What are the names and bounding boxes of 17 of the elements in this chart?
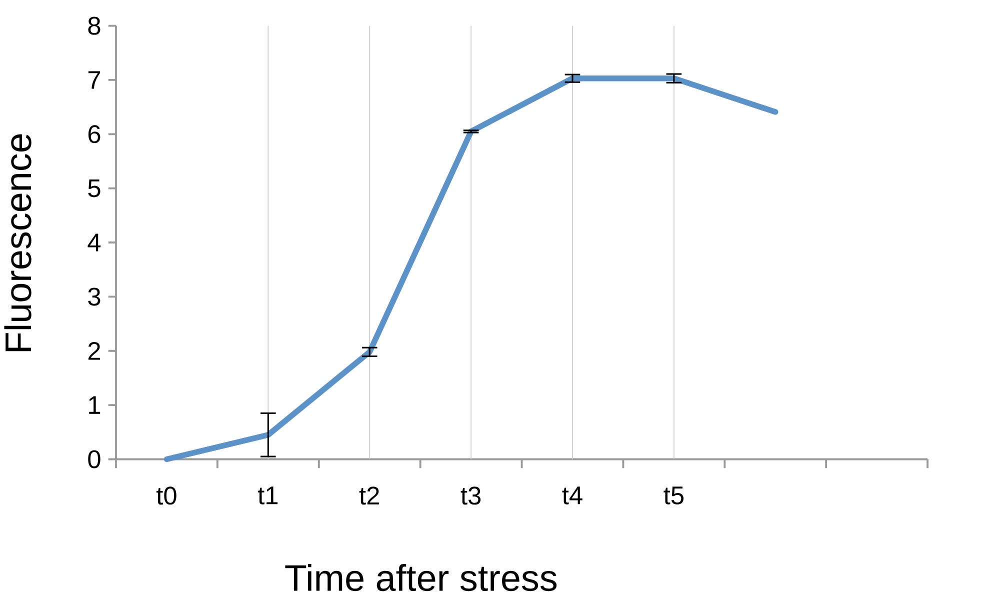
y-tick-label: 7 bbox=[88, 71, 100, 89]
y-tick-label: 2 bbox=[88, 342, 100, 360]
x-tick-label: t0 bbox=[156, 486, 176, 504]
y-tick-label: 3 bbox=[88, 288, 100, 306]
y-tick-label: 6 bbox=[88, 124, 100, 143]
y-tick-label: 5 bbox=[88, 179, 100, 198]
x-tick-label: t1 bbox=[258, 486, 278, 504]
y-tick-label: 1 bbox=[89, 396, 100, 414]
x-axis-title: Time after stress bbox=[285, 564, 557, 591]
x-tick-label: t5 bbox=[664, 486, 684, 504]
x-tick-label: t4 bbox=[562, 486, 582, 504]
y-tick-label: 4 bbox=[88, 234, 101, 252]
y-axis-title: Fluorescence bbox=[4, 134, 32, 351]
x-tick-label: t2 bbox=[359, 486, 379, 504]
y-tick-label: 0 bbox=[88, 450, 100, 468]
y-tick-label: 8 bbox=[88, 16, 100, 35]
x-tick-label: t3 bbox=[460, 486, 481, 504]
